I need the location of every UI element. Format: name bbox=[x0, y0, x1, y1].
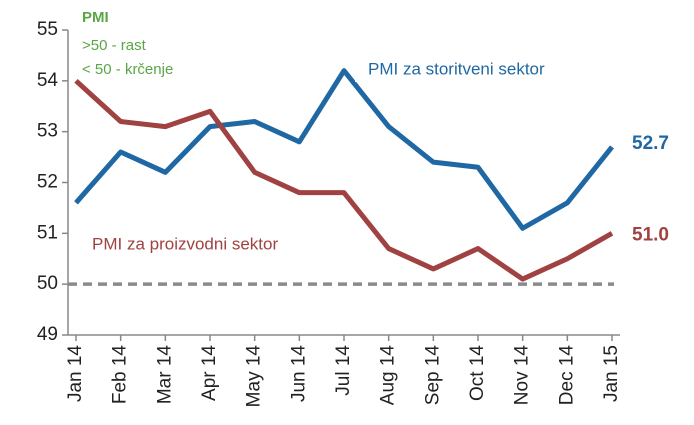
series-line bbox=[74, 68, 614, 231]
y-tick-label: 52 bbox=[37, 172, 58, 193]
y-tick-label: 49 bbox=[37, 324, 58, 345]
y-tick-label: 54 bbox=[37, 70, 59, 91]
x-tick-label: Dec 14 bbox=[556, 345, 577, 406]
annotation: >50 - rast bbox=[82, 37, 147, 54]
x-tick-label: Feb 14 bbox=[110, 345, 131, 405]
x-tick-label: Sep 14 bbox=[422, 345, 443, 406]
x-tick-label: Jan 15 bbox=[601, 345, 622, 402]
x-tick-label: Aug 14 bbox=[378, 345, 399, 406]
x-tick-label: Jan 14 bbox=[65, 345, 86, 402]
series-label: PMI za storitveni sektor bbox=[368, 59, 545, 78]
y-tick-label: 55 bbox=[37, 19, 58, 40]
x-tick-label: Mar 14 bbox=[154, 345, 175, 405]
series-label: PMI za proizvodni sektor bbox=[92, 234, 278, 253]
x-tick-label: Nov 14 bbox=[512, 345, 533, 406]
annotation: PMI bbox=[82, 9, 109, 26]
x-tick-label: Apr 14 bbox=[199, 345, 220, 401]
x-tick-label: Jul 14 bbox=[333, 345, 354, 396]
y-tick-label: 53 bbox=[37, 121, 58, 142]
data-label: 51.0 bbox=[632, 224, 669, 245]
label-backdrop bbox=[355, 58, 615, 82]
x-tick-label: Oct 14 bbox=[467, 345, 488, 401]
x-tick-label: May 14 bbox=[244, 345, 265, 408]
annotation: < 50 - krčenje bbox=[82, 61, 173, 78]
y-tick-label: 51 bbox=[37, 222, 58, 243]
y-tick-label: 50 bbox=[37, 273, 58, 294]
x-tick-label: Jun 14 bbox=[288, 345, 309, 402]
data-label: 52.7 bbox=[632, 133, 669, 154]
series-line bbox=[74, 78, 614, 282]
